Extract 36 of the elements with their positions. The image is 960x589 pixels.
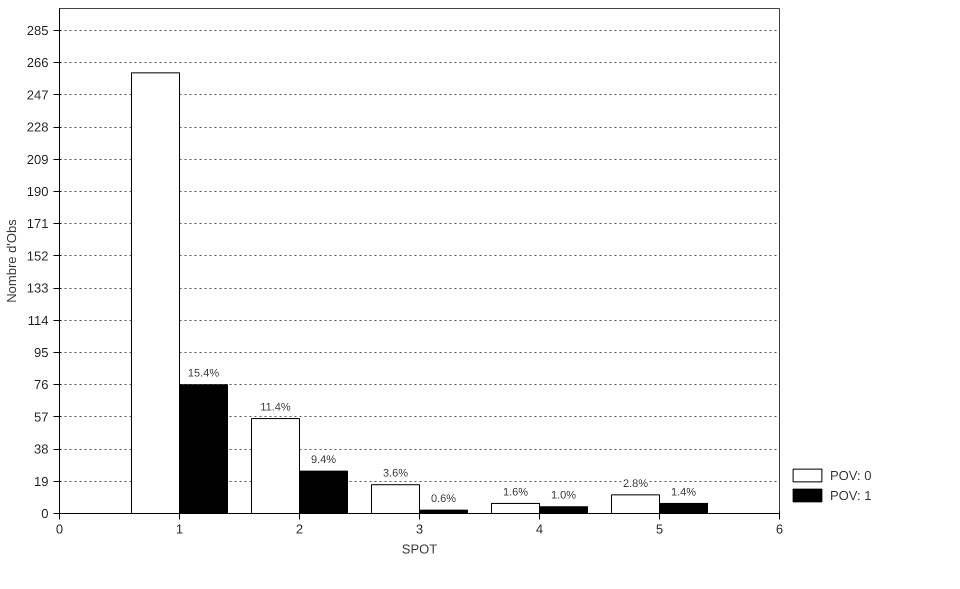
annotation: 15.4% [188,368,220,380]
x-tick-label: 2 [296,522,304,536]
x-tick-label: 1 [176,522,184,536]
annotation: 0.6% [430,493,456,506]
annotation: 1.6% [502,486,528,498]
x-axis-title: SPOT [402,542,438,556]
x-tick-label: 3 [416,522,424,536]
annotation: 2.8% [622,478,648,490]
annotation: 9.4% [310,454,336,466]
y-axis-title: Nombre d'Obs [4,218,19,303]
annotation: 11.4% [260,402,291,414]
y-tick-label: 57 [34,409,49,424]
y-tick-label: 133 [26,280,49,296]
y-tick-label: 19 [34,474,49,489]
y-tick-label: 0 [41,506,49,521]
x-tick-label: 0 [56,522,64,536]
y-tick-label: 190 [26,184,49,200]
y-tick-label: 76 [34,377,49,392]
y-tick-label: 285 [26,23,49,38]
y-tick-label: 152 [26,248,49,264]
annotation: 1.4% [670,486,696,498]
legend-label: POV: 1 [830,488,872,502]
x-tick-label: 5 [656,522,664,536]
y-tick-label: 171 [26,216,49,232]
annotation: 3.6% [382,468,408,480]
y-tick-label: 95 [34,345,49,360]
annotation: 1.0% [550,490,576,502]
y-tick-label: 228 [26,120,49,135]
x-tick-label: 4 [536,522,544,536]
legend-label: POV: 0 [830,468,872,482]
y-tick-label: 247 [26,87,49,102]
y-tick-label: 114 [28,312,49,328]
y-tick-label: 209 [26,152,49,167]
y-tick-label: 38 [34,442,49,457]
y-tick-label: 266 [26,55,49,70]
x-tick-label: 6 [776,522,784,536]
